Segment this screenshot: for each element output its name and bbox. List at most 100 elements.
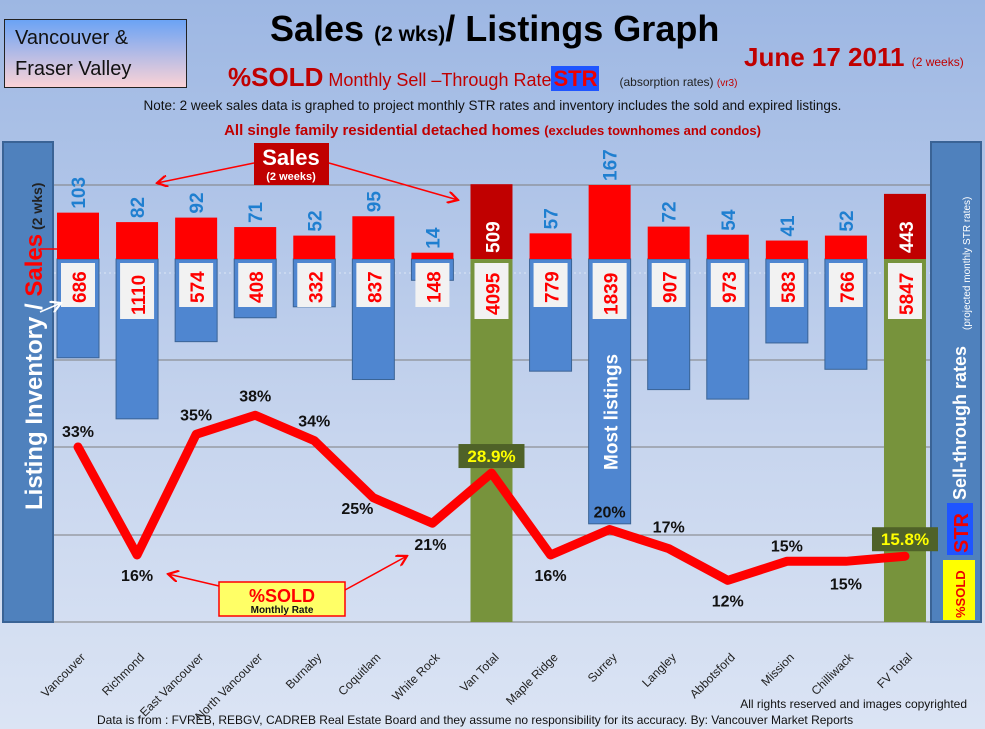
sales-bar (706, 234, 749, 259)
sold-label: %SOLD (228, 62, 324, 92)
title-a: Sales (270, 8, 365, 49)
sales-annotation: Sales (262, 145, 320, 170)
str-badge-axis (947, 503, 973, 555)
sales-bar (765, 240, 808, 259)
category-label: Richmond (99, 650, 147, 698)
inventory-label-bg (238, 263, 273, 307)
right-axis-sublabel: (projected monthly STR rates) (962, 197, 973, 330)
inventory-label: 973 (720, 271, 741, 303)
region-line-2: Fraser Valley (15, 58, 132, 80)
total-rate-label: 15.8% (881, 530, 929, 549)
total-rate-bg (871, 527, 938, 552)
inventory-label: 574 (188, 271, 209, 303)
total-rate-label: 28.9% (467, 447, 515, 466)
sales-label: 167 (601, 149, 622, 181)
region-label: Vancouver & Fraser Valley (4, 19, 187, 88)
sold-rate-line (73, 410, 910, 585)
sold-badge-axis (943, 560, 975, 620)
inventory-label: 837 (365, 271, 386, 303)
sales-label: 509 (483, 221, 504, 253)
title-b: / Listings Graph (445, 8, 720, 49)
report-date: June 17 2011 (2 weeks) (744, 42, 964, 73)
inventory-label: 766 (838, 271, 859, 303)
inventory-label: 1110 (129, 275, 150, 315)
rate-label: 20% (594, 505, 626, 522)
inventory-label-bg (61, 263, 95, 307)
sales-label: 103 (69, 177, 90, 209)
inventory-label: 4095 (483, 272, 504, 315)
sales-label: 54 (719, 209, 740, 231)
str-badge: STR (551, 66, 600, 91)
inventory-label-bg (415, 263, 450, 307)
inventory-label-bg (828, 263, 863, 307)
sales-arrow-right (328, 162, 458, 200)
rate-label: 38% (239, 388, 271, 405)
category-label: Abbotsford (687, 650, 738, 701)
sold-axis-text: %SOLD (953, 570, 968, 618)
sales-annotation-sub: (2 weeks) (266, 171, 316, 183)
rate-label: 16% (535, 568, 567, 585)
sales-annotation-box (254, 143, 329, 185)
rate-label: 35% (180, 407, 212, 424)
category-label: Vancouver (38, 650, 88, 700)
rate-label: 21% (414, 537, 446, 554)
inventory-label-bg (533, 263, 568, 307)
inventory-arrow (39, 303, 61, 313)
category-label: FV Total (874, 650, 915, 691)
inventory-label-bg (474, 263, 509, 319)
inventory-label: 332 (306, 271, 327, 303)
rate-label: 12% (712, 593, 744, 610)
category-label: Langley (639, 650, 679, 690)
inventory-label-bg (120, 263, 155, 319)
category-label: Surrey (585, 650, 620, 685)
source-note: Data is from : FVREB, REBGV, CADREB Real… (97, 713, 854, 727)
sales-bar (824, 235, 867, 259)
sales-bar (352, 216, 395, 259)
scope-note: All single family residential detached h… (0, 122, 985, 139)
category-label: Van Total (457, 650, 502, 695)
sales-bar (647, 226, 690, 259)
inventory-label: 408 (247, 271, 268, 303)
absorption-text: (absorption rates) (619, 75, 714, 89)
sold-annotation: %SOLD (249, 586, 315, 606)
inventory-label: 907 (661, 271, 682, 303)
category-label: Mission (758, 650, 797, 689)
sales-label: 92 (187, 192, 208, 213)
page-title: Sales (2 wks)/ Listings Graph (270, 8, 719, 50)
inventory-label-bg (651, 263, 686, 307)
inventory-label: 5847 (897, 273, 918, 315)
inventory-label-bg (592, 263, 627, 319)
rate-label: 33% (62, 424, 94, 441)
scope-paren: (excludes townhomes and condos) (544, 123, 761, 138)
subtitle: %SOLD Monthly Sell –Through RateSTR (abso… (228, 62, 737, 93)
sales-bar (116, 222, 159, 259)
sales-arrow-left (157, 162, 255, 183)
sales-bar (57, 212, 99, 259)
category-label: White Rock (389, 650, 443, 704)
sold-annotation-box (218, 581, 346, 617)
inventory-label-bg (297, 263, 332, 307)
sold-arrow-right (344, 556, 407, 591)
sales-label: 443 (897, 221, 918, 253)
note: Note: 2 week sales data is graphed to pr… (143, 98, 842, 113)
inventory-label-bg (769, 263, 804, 307)
surrey-note: Most listings (602, 354, 623, 470)
total-sales-bar (470, 184, 513, 259)
date-note: (2 weeks) (911, 55, 964, 69)
title-small: (2 wks) (374, 23, 446, 46)
copyright: All rights reserved and images copyright… (740, 697, 967, 711)
sales-bar (411, 252, 454, 259)
sales-label: 71 (246, 201, 267, 223)
sales-label: 82 (128, 197, 149, 218)
rate-label: 17% (653, 520, 685, 537)
str-axis-text: STR (951, 512, 973, 553)
sales-label: 14 (423, 227, 444, 249)
sales-bar (234, 227, 277, 259)
sales-label: 41 (778, 215, 799, 237)
total-inventory-bar (470, 259, 513, 622)
absorption: (absorption rates) (vr3) (619, 75, 737, 89)
version: (vr3) (716, 78, 738, 89)
category-label: Burnaby (283, 650, 325, 692)
